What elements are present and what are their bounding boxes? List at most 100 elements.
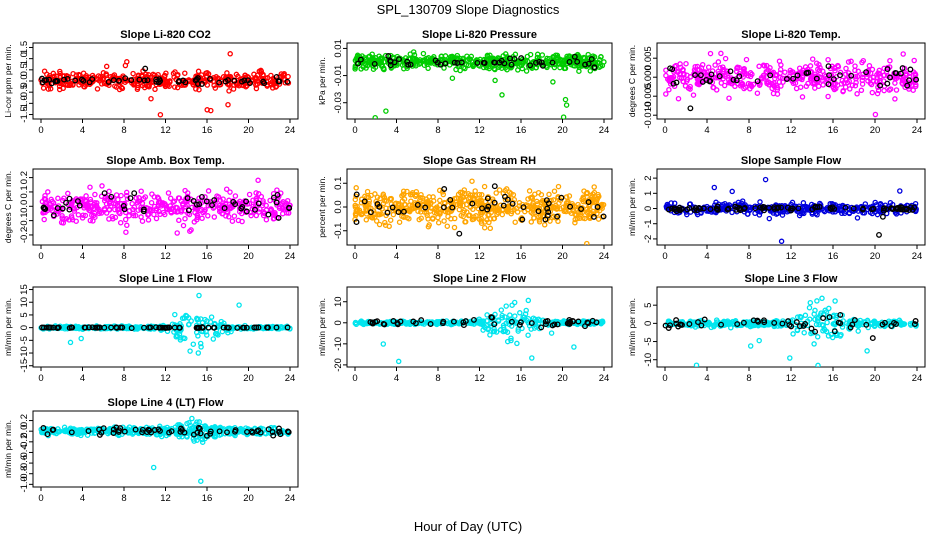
y-tick-label: 15	[19, 284, 30, 295]
data-point	[204, 332, 210, 338]
data-point	[94, 204, 100, 210]
figure-xlabel: Hour of Day (UTC)	[414, 519, 522, 534]
data-point-black	[754, 78, 761, 85]
data-point	[157, 111, 164, 118]
data-point	[487, 332, 493, 338]
data-point	[148, 207, 154, 214]
data-point	[363, 217, 370, 223]
data-point-black	[381, 321, 388, 328]
data-point-black	[771, 319, 778, 326]
y-tick-label: -15	[19, 359, 30, 373]
data-point	[101, 205, 108, 212]
data-point	[746, 207, 753, 214]
data-point-black	[404, 58, 411, 65]
data-point	[140, 195, 147, 202]
data-point	[841, 79, 847, 86]
data-point	[816, 61, 822, 68]
panel-title: Slope Line 3 Flow	[745, 273, 838, 285]
data-point	[115, 207, 121, 213]
data-point-black	[790, 75, 797, 82]
data-point	[599, 201, 605, 208]
data-point-black	[698, 322, 705, 329]
data-point-black	[789, 205, 796, 212]
data-point	[757, 199, 763, 205]
data-point	[576, 64, 582, 71]
data-point	[441, 218, 447, 224]
x-tick-label: 8	[746, 125, 751, 136]
y-tick-label: -0.4	[19, 444, 30, 460]
data-point	[712, 62, 718, 68]
data-point	[400, 188, 407, 194]
data-point-black	[701, 316, 708, 323]
data-point	[476, 316, 482, 322]
data-point	[555, 60, 561, 67]
data-point	[508, 64, 515, 70]
data-point	[487, 216, 494, 222]
data-point	[870, 74, 877, 81]
data-point	[126, 213, 132, 219]
data-point	[762, 176, 769, 183]
data-point-black	[754, 317, 761, 324]
data-point	[390, 211, 397, 218]
data-point-black	[527, 62, 534, 69]
data-point	[555, 195, 561, 201]
x-tick-label: 8	[121, 373, 126, 384]
data-point	[197, 340, 204, 347]
data-point	[528, 219, 535, 225]
data-point	[437, 197, 443, 204]
y-tick-label: 0.000	[643, 65, 654, 89]
data-point-black	[600, 213, 607, 220]
data-point	[167, 195, 174, 202]
data-point	[424, 210, 430, 216]
data-point	[522, 57, 529, 64]
data-point	[196, 292, 202, 299]
data-point	[180, 202, 186, 209]
data-point-black	[48, 324, 54, 331]
data-point-black	[361, 198, 368, 205]
data-point-black	[153, 324, 159, 331]
x-tick-label: 8	[121, 493, 126, 504]
data-point	[481, 224, 488, 231]
data-point	[45, 189, 51, 195]
data-point	[175, 195, 182, 201]
y-axis-label: percent per min.	[317, 176, 327, 237]
data-point	[670, 74, 677, 80]
data-point	[668, 200, 674, 206]
data-point	[193, 86, 199, 92]
data-point	[230, 86, 237, 92]
x-tick-label: 0	[38, 373, 43, 384]
data-point	[157, 431, 164, 438]
data-point-black	[847, 324, 854, 331]
data-point	[366, 53, 373, 59]
data-point	[264, 75, 271, 81]
data-point	[184, 190, 191, 196]
data-point-black	[695, 319, 701, 326]
data-point	[75, 212, 82, 218]
data-point-black	[432, 57, 439, 64]
data-point-black	[157, 78, 164, 84]
data-point	[372, 191, 378, 197]
data-point	[571, 344, 577, 350]
data-point-black	[591, 64, 598, 71]
y-tick-label: 0	[19, 325, 30, 330]
data-point	[63, 216, 70, 222]
data-point	[825, 56, 831, 63]
data-point	[774, 91, 781, 97]
data-point	[900, 51, 906, 57]
data-point	[595, 193, 601, 200]
data-point	[366, 58, 372, 64]
data-point-black	[567, 203, 574, 210]
data-point	[779, 212, 786, 218]
data-point-black	[243, 324, 250, 331]
data-point	[99, 183, 105, 189]
panel-title: Slope Gas Stream RH	[423, 155, 536, 167]
data-point	[599, 62, 606, 69]
data-point	[816, 67, 823, 74]
data-point	[404, 215, 410, 221]
data-point-black	[196, 201, 203, 208]
data-point-black	[589, 317, 596, 324]
data-point	[123, 229, 129, 235]
data-point	[812, 85, 818, 91]
data-point	[529, 355, 535, 361]
